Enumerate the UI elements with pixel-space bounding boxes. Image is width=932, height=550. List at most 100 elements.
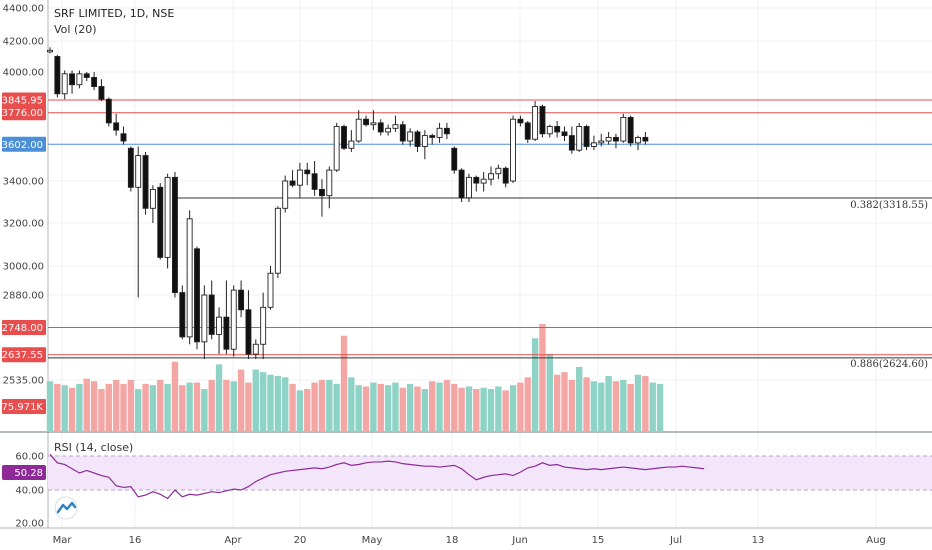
- candle-body-41: [348, 140, 355, 149]
- rsi-pane[interactable]: RSI (14, close) 60.00 40.00 20.00 50.28: [2, 441, 932, 530]
- price-tick-4: 3200.00: [3, 219, 44, 230]
- candle-body-27: [245, 309, 252, 355]
- candle-body-33: [289, 180, 296, 186]
- candle-78: [620, 113, 627, 143]
- volume-bar-30: [267, 374, 274, 432]
- price-tick-7: 2535.00: [3, 376, 44, 387]
- fib-label-0382: 0.382(3318.55): [850, 200, 928, 211]
- volume-bar-53: [436, 382, 443, 432]
- candle-81: [642, 131, 649, 145]
- candle-body-24: [223, 316, 230, 350]
- volume-bar-18: [179, 385, 186, 432]
- candle-body-42: [355, 118, 362, 142]
- candle-body-35: [304, 169, 311, 175]
- volume-bar-27: [245, 382, 252, 432]
- candle-34: [296, 162, 303, 198]
- candle-26: [238, 280, 245, 318]
- candle-body-60: [488, 173, 494, 180]
- volume-bar-11: [127, 379, 135, 432]
- level-badge-label-3: 2748.00: [2, 323, 43, 334]
- candle-body-54: [443, 127, 450, 135]
- volume-bar-74: [590, 381, 598, 432]
- candle-body-22: [208, 294, 215, 335]
- candle-body-2: [61, 73, 68, 95]
- volume-bar-31: [274, 376, 282, 432]
- candle-body-75: [598, 140, 605, 144]
- rsi-value-label: 50.28: [14, 468, 43, 479]
- candle-body-38: [326, 169, 333, 197]
- level-badge-0: [2, 92, 46, 108]
- candle-body-55: [451, 147, 458, 171]
- volume-bar-21: [201, 389, 208, 432]
- candle-body-50: [414, 131, 421, 147]
- candle-body-3: [69, 73, 76, 86]
- candle-71: [568, 126, 575, 154]
- candle-12: [135, 146, 142, 298]
- candle-68: [546, 124, 553, 138]
- volume-bar-65: [524, 377, 531, 432]
- candle-body-80: [635, 136, 641, 144]
- candle-22: [208, 280, 215, 340]
- volume-bar-50: [414, 386, 421, 432]
- candle-42: [355, 110, 362, 143]
- candle-body-61: [495, 167, 502, 175]
- candle-body-65: [524, 122, 531, 140]
- candle-body-4: [76, 73, 83, 86]
- volume-bar-62: [502, 390, 509, 432]
- candle-49: [407, 128, 414, 147]
- candle-69: [554, 121, 561, 138]
- candle-body-39: [333, 126, 340, 171]
- candle-63: [510, 115, 516, 184]
- candle-body-57: [466, 176, 472, 199]
- candle-3: [69, 70, 76, 94]
- candle-9: [113, 113, 120, 136]
- volume-bar-49: [406, 383, 414, 432]
- candle-body-74: [590, 142, 597, 147]
- candle-5: [83, 72, 90, 82]
- candle-16: [164, 173, 171, 269]
- level-badge-label-2: 3602.00: [2, 140, 43, 151]
- candle-body-59: [480, 178, 487, 184]
- candle-14: [149, 185, 156, 223]
- candle-44: [370, 110, 377, 131]
- x-tick-8: Jul: [669, 535, 682, 546]
- volume-bar-34: [296, 390, 304, 432]
- volume-bar-8: [105, 383, 112, 432]
- rsi-tick-2: 20.00: [15, 519, 44, 530]
- candle-body-21: [201, 294, 208, 343]
- volume-bar-57: [465, 386, 473, 432]
- volume-bar-17: [171, 361, 179, 432]
- candle-body-66: [532, 106, 539, 140]
- volume-bar-33: [289, 383, 296, 432]
- x-tick-1: 16: [129, 535, 142, 546]
- volume-bar-12: [135, 389, 142, 432]
- volume-bar-29: [259, 372, 267, 432]
- candle-body-72: [576, 126, 583, 151]
- x-tick-3: 20: [294, 535, 307, 546]
- candle-body-28: [252, 343, 259, 355]
- level-badge-3: [2, 320, 46, 336]
- candle-79: [627, 115, 634, 147]
- tradingview-logo[interactable]: [54, 496, 78, 520]
- candle-25: [230, 285, 237, 357]
- candle-73: [583, 124, 590, 151]
- candlesticks: [47, 47, 649, 360]
- volume-bar-37: [318, 379, 326, 432]
- volume-bar-7: [98, 389, 105, 432]
- candle-19: [186, 210, 193, 345]
- candle-21: [201, 285, 208, 360]
- candle-64: [517, 115, 524, 127]
- chart-title: SRF LIMITED, 1D, NSE: [54, 7, 174, 20]
- candle-55: [451, 146, 458, 174]
- candle-body-62: [502, 167, 509, 184]
- volume-bar-64: [517, 382, 524, 432]
- volume-bar-72: [576, 366, 583, 432]
- rsi-tick-1: 40.00: [15, 486, 44, 497]
- volume-bar-77: [612, 381, 620, 432]
- x-tick-0: Mar: [53, 535, 73, 546]
- candle-body-53: [436, 127, 443, 138]
- candle-body-71: [568, 135, 575, 151]
- candle-body-23: [216, 316, 223, 335]
- rsi-tick-0: 60.00: [15, 452, 44, 463]
